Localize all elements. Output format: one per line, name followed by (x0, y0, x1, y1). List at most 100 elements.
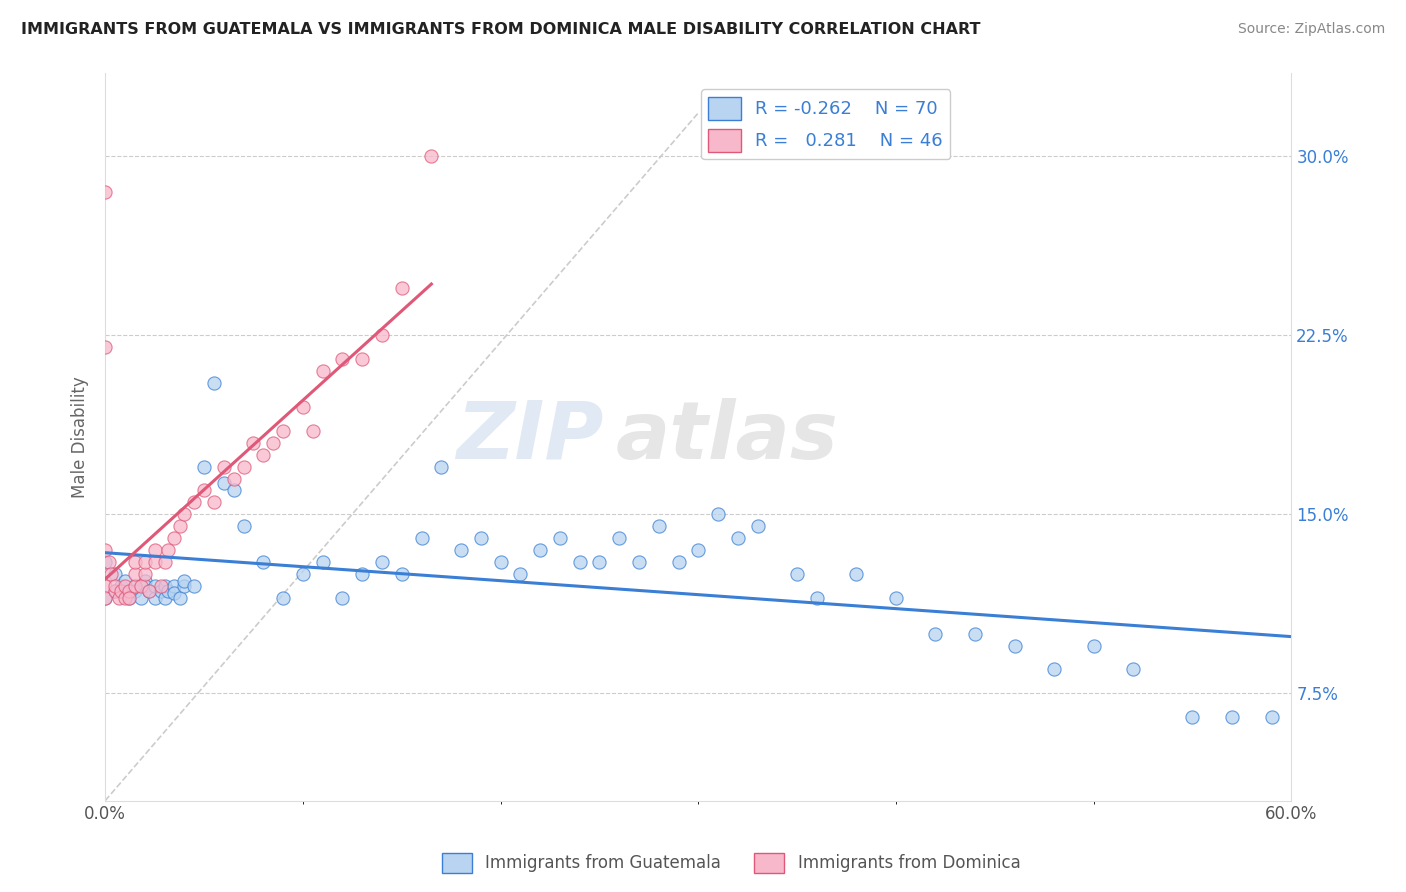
Point (747, 519, 769, 533)
Text: IMMIGRANTS FROM GUATEMALA VS IMMIGRANTS FROM DOMINICA MALE DISABILITY CORRELATIO: IMMIGRANTS FROM GUATEMALA VS IMMIGRANTS … (21, 22, 980, 37)
Point (470, 531, 492, 545)
Point (1122, 662, 1144, 676)
Point (222, 471, 245, 485)
Point (183, 579, 205, 593)
Point (607, 531, 630, 545)
Point (352, 566, 374, 581)
Point (371, 555, 394, 569)
Point (169, 519, 191, 533)
Point (118, 591, 141, 605)
Point (420, 149, 443, 163)
Point (153, 555, 176, 569)
Point (311, 364, 333, 378)
Point (163, 579, 186, 593)
Point (94, 186, 117, 200)
Point (271, 424, 294, 438)
Point (124, 583, 146, 598)
Point (153, 579, 176, 593)
Point (311, 555, 333, 569)
Point (529, 543, 551, 558)
Point (110, 583, 132, 598)
Point (153, 591, 176, 605)
Text: Source: ZipAtlas.com: Source: ZipAtlas.com (1237, 22, 1385, 37)
Point (94, 555, 117, 569)
Point (707, 508, 730, 522)
Point (509, 566, 531, 581)
Point (1004, 639, 1026, 653)
Point (94, 579, 117, 593)
Point (489, 555, 512, 569)
Point (232, 459, 254, 474)
Point (668, 555, 690, 569)
Point (94, 591, 117, 605)
Point (202, 495, 225, 509)
Point (143, 543, 166, 558)
Point (963, 626, 986, 640)
Point (173, 574, 195, 588)
Point (104, 583, 127, 598)
Point (352, 352, 374, 367)
Point (114, 591, 136, 605)
Point (924, 626, 946, 640)
Point (391, 281, 413, 295)
Point (845, 566, 868, 581)
Point (212, 476, 235, 491)
Point (1220, 710, 1243, 724)
Point (149, 579, 172, 593)
Point (193, 459, 215, 474)
Point (548, 531, 571, 545)
Point (134, 566, 156, 581)
Point (134, 555, 156, 569)
Point (430, 459, 453, 474)
Point (149, 583, 172, 598)
Legend: Immigrants from Guatemala, Immigrants from Dominica: Immigrants from Guatemala, Immigrants fr… (434, 847, 1028, 880)
Point (104, 583, 127, 598)
Text: atlas: atlas (616, 398, 838, 475)
Point (138, 583, 160, 598)
Point (252, 448, 274, 462)
Point (450, 543, 472, 558)
Point (134, 579, 156, 593)
Point (568, 555, 591, 569)
Point (193, 483, 215, 498)
Point (252, 555, 274, 569)
Point (232, 519, 254, 533)
Point (242, 435, 264, 450)
Point (100, 566, 122, 581)
Point (291, 400, 314, 414)
Point (884, 591, 907, 605)
Point (124, 579, 146, 593)
Point (183, 495, 205, 509)
Point (262, 435, 284, 450)
Point (301, 424, 323, 438)
Point (371, 328, 394, 343)
Point (157, 543, 180, 558)
Point (138, 583, 160, 598)
Point (114, 579, 136, 593)
Point (1260, 710, 1282, 724)
Point (688, 543, 710, 558)
Point (806, 591, 828, 605)
Point (627, 555, 650, 569)
Text: ZIP: ZIP (456, 398, 603, 475)
Point (173, 508, 195, 522)
Point (1043, 662, 1066, 676)
Point (1083, 639, 1105, 653)
Legend: R = -0.262    N = 70, R =   0.281    N = 46: R = -0.262 N = 70, R = 0.281 N = 46 (702, 89, 950, 159)
Y-axis label: Male Disability: Male Disability (72, 376, 89, 498)
Point (108, 591, 131, 605)
Point (332, 352, 354, 367)
Point (291, 566, 314, 581)
Point (118, 583, 141, 598)
Point (94, 340, 117, 354)
Point (163, 586, 186, 600)
Point (129, 591, 152, 605)
Point (202, 376, 225, 391)
Point (169, 591, 191, 605)
Point (163, 531, 186, 545)
Point (124, 579, 146, 593)
Point (124, 566, 146, 581)
Point (104, 579, 127, 593)
Point (94, 543, 117, 558)
Point (129, 579, 152, 593)
